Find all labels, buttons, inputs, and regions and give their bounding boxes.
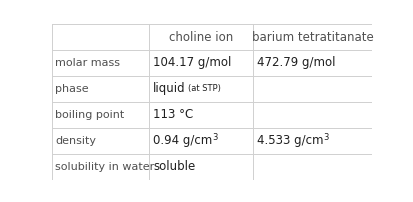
Text: boiling point: boiling point <box>55 110 125 120</box>
Text: 4.533 g/cm: 4.533 g/cm <box>257 134 324 147</box>
Text: choline ion: choline ion <box>169 31 233 44</box>
Text: phase: phase <box>55 84 89 94</box>
Text: solubility in water: solubility in water <box>55 162 155 172</box>
Text: molar mass: molar mass <box>55 58 121 68</box>
Text: 0.94 g/cm: 0.94 g/cm <box>153 134 212 147</box>
Text: 3: 3 <box>212 133 218 142</box>
Text: barium tetratitanate: barium tetratitanate <box>252 31 373 44</box>
Text: liquid: liquid <box>153 82 186 95</box>
Text: 3: 3 <box>324 133 329 142</box>
Text: 104.17 g/mol: 104.17 g/mol <box>153 56 231 69</box>
Text: 113 °C: 113 °C <box>153 108 193 121</box>
Text: density: density <box>55 136 97 146</box>
Text: (at STP): (at STP) <box>188 84 221 93</box>
Text: soluble: soluble <box>153 160 195 173</box>
Text: 472.79 g/mol: 472.79 g/mol <box>257 56 336 69</box>
